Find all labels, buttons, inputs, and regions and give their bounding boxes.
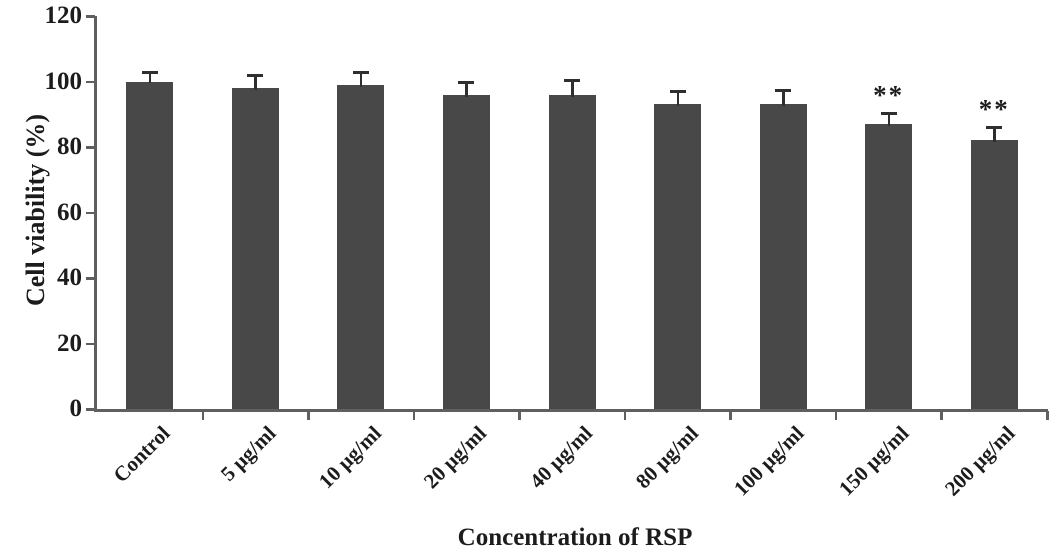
y-tick-label: 20 <box>57 329 82 357</box>
y-tick <box>86 15 95 18</box>
x-category-label: 40 µg/ml <box>524 421 597 494</box>
error-bar-whisker <box>887 112 891 127</box>
error-bar-cap <box>986 126 1003 130</box>
x-axis-line <box>94 409 1048 412</box>
significance-marker: ** <box>978 94 1010 125</box>
y-tick-label: 100 <box>44 67 83 95</box>
x-category-label: 5 µg/ml <box>215 421 281 486</box>
error-bar-cap <box>458 80 475 84</box>
error-bar-whisker <box>782 89 785 107</box>
error-bar-whisker <box>148 71 152 84</box>
y-tick <box>86 80 95 83</box>
y-tick-label: 80 <box>57 133 82 160</box>
bar <box>337 84 385 409</box>
error-bar-cap <box>880 111 897 115</box>
bar <box>970 140 1018 409</box>
y-tick <box>86 277 95 280</box>
y-tick-label: 0 <box>69 395 83 422</box>
error-bar-cap <box>247 73 264 77</box>
error-bar-whisker <box>571 79 574 97</box>
error-bar-whisker <box>676 91 680 107</box>
error-bar-cap <box>352 70 369 74</box>
error-bar-whisker <box>465 81 468 97</box>
bar <box>654 104 702 409</box>
x-tick <box>518 411 521 420</box>
error-bar-cap <box>141 70 158 74</box>
error-bar-cap <box>564 78 580 82</box>
y-tick <box>86 342 95 345</box>
bar <box>126 81 174 409</box>
bar <box>759 104 807 409</box>
significance-marker: ** <box>873 79 905 110</box>
y-tick-label: 60 <box>57 198 82 226</box>
y-tick-label: 120 <box>44 2 83 29</box>
x-tick <box>1046 411 1049 420</box>
x-category-label: 20 µg/ml <box>419 421 492 494</box>
bar <box>231 88 279 409</box>
x-tick <box>623 411 627 420</box>
x-tick <box>307 411 310 420</box>
bar <box>865 124 913 409</box>
x-tick <box>412 411 416 420</box>
bar <box>442 94 490 409</box>
y-tick <box>86 146 95 149</box>
y-tick <box>86 408 95 411</box>
error-bar-cap <box>775 88 792 92</box>
x-category-label: 10 µg/ml <box>313 421 386 494</box>
x-category-label: 80 µg/ml <box>630 421 703 494</box>
x-category-label: 200 µg/ml <box>939 421 1020 501</box>
x-tick <box>834 411 838 420</box>
y-axis-line <box>94 16 97 411</box>
x-axis-title: Concentration of RSP <box>457 524 693 551</box>
x-category-label: 100 µg/ml <box>728 421 809 501</box>
x-tick <box>729 411 732 420</box>
y-tick-label: 40 <box>57 264 82 291</box>
x-tick <box>201 411 205 420</box>
error-bar-cap <box>669 90 686 94</box>
error-bar-whisker <box>993 127 996 143</box>
bar <box>548 94 596 409</box>
error-bar-whisker <box>254 74 257 91</box>
x-category-label: Control <box>108 421 175 488</box>
x-tick <box>940 411 943 420</box>
error-bar-whisker <box>359 71 363 87</box>
x-category-label: 150 µg/ml <box>834 421 914 501</box>
y-tick <box>86 211 95 214</box>
